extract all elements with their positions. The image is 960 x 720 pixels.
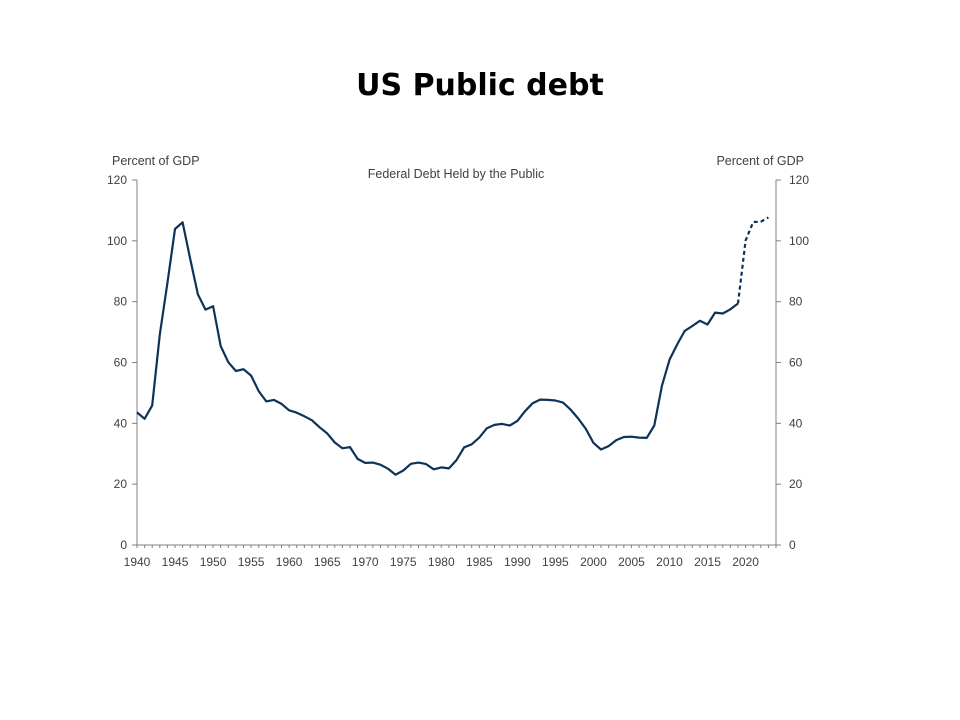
y-tick-label-left: 20	[114, 477, 128, 491]
x-tick-label: 1970	[352, 555, 379, 569]
y-tick-label-left: 80	[114, 295, 128, 309]
x-tick-label: 2015	[694, 555, 721, 569]
y-tick-label-right: 60	[789, 356, 803, 370]
y-tick-label-left: 0	[120, 538, 127, 552]
x-tick-label: 2010	[656, 555, 683, 569]
y-tick-label-right: 20	[789, 477, 803, 491]
x-tick-label: 1990	[504, 555, 531, 569]
y-axis-label-right: Percent of GDP	[716, 154, 804, 168]
slide-title: US Public debt	[356, 68, 604, 103]
projection-line	[736, 216, 769, 304]
x-tick-label: 2005	[618, 555, 645, 569]
y-tick-label-right: 100	[789, 234, 809, 248]
y-tick-label-right: 120	[789, 173, 809, 187]
y-tick-label-right: 40	[789, 416, 803, 430]
x-tick-label: 2020	[732, 555, 759, 569]
y-axis-label-left: Percent of GDP	[112, 154, 200, 168]
x-tick-label: 1945	[162, 555, 189, 569]
x-tick-label: 1985	[466, 555, 493, 569]
x-tick-label: 1980	[428, 555, 455, 569]
x-tick-label: 1950	[200, 555, 227, 569]
x-tick-label: 2000	[580, 555, 607, 569]
y-tick-label-left: 100	[107, 234, 127, 248]
y-tick-label-left: 40	[114, 416, 128, 430]
x-tick-label: 1960	[276, 555, 303, 569]
y-tick-label-left: 60	[114, 356, 128, 370]
x-tick-label: 1955	[238, 555, 265, 569]
x-tick-label: 1940	[124, 555, 151, 569]
x-tick-label: 1965	[314, 555, 341, 569]
chart-title: Federal Debt Held by the Public	[368, 167, 544, 181]
debt-line	[136, 221, 739, 476]
y-tick-label-right: 0	[789, 538, 796, 552]
x-tick-label: 1995	[542, 555, 569, 569]
y-tick-label-right: 80	[789, 295, 803, 309]
x-tick-label: 1975	[390, 555, 417, 569]
y-tick-label-left: 120	[107, 173, 127, 187]
